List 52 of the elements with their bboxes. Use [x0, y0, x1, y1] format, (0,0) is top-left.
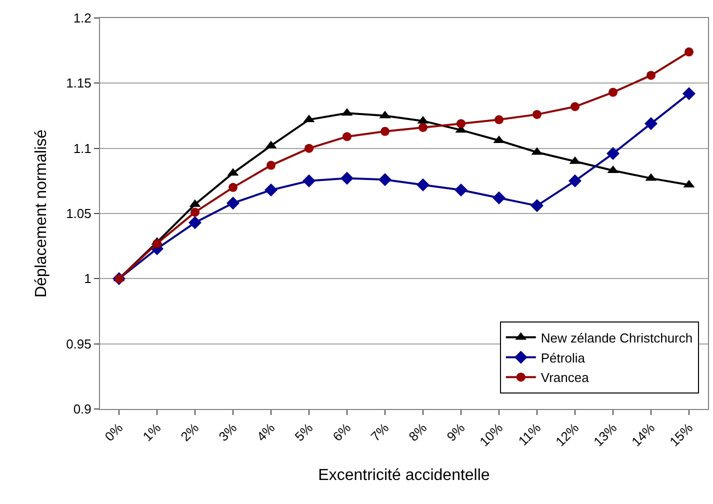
- x-tick-label: 1%: [140, 420, 164, 444]
- point: [570, 102, 580, 112]
- point: [342, 132, 352, 142]
- point: [608, 88, 618, 97]
- point: [188, 216, 202, 230]
- point: [684, 47, 694, 56]
- x-tick-label: 4%: [254, 420, 278, 444]
- point: [416, 178, 430, 192]
- legend-label: Vrancea: [540, 370, 590, 386]
- x-tick-label: 5%: [292, 420, 316, 444]
- x-tick-label: 6%: [330, 420, 354, 444]
- y-tick-label: 1.05: [66, 206, 92, 222]
- point: [454, 184, 468, 197]
- point: [266, 160, 276, 170]
- point: [264, 184, 278, 197]
- point: [532, 110, 542, 119]
- point: [646, 70, 656, 80]
- x-axis-title: Excentricité accidentelle: [318, 466, 490, 484]
- x-tick-label: 0%: [102, 420, 126, 444]
- point: [226, 196, 240, 210]
- point: [302, 174, 316, 188]
- point: [378, 173, 392, 186]
- x-tick-label: 9%: [444, 420, 468, 444]
- point: [456, 119, 466, 128]
- point: [568, 174, 582, 188]
- legend-label: New zélande Christchurch: [540, 330, 693, 346]
- point: [682, 87, 696, 100]
- point: [530, 199, 544, 212]
- y-tick-label: 1.1: [73, 140, 92, 156]
- y-tick-label: 0.9: [73, 402, 92, 417]
- x-tick-label: 7%: [368, 420, 392, 444]
- point: [380, 126, 390, 136]
- point: [606, 147, 620, 160]
- point: [340, 172, 354, 185]
- x-tick-label: 8%: [406, 420, 430, 444]
- y-tick-label: 1: [84, 271, 92, 286]
- x-tick-label: 11%: [515, 420, 544, 449]
- point: [304, 144, 314, 153]
- point: [494, 115, 504, 124]
- point: [228, 182, 238, 192]
- y-tick-label: 1.15: [66, 76, 92, 91]
- x-tick-label: 3%: [216, 420, 240, 444]
- y-tick-label: 0.95: [66, 336, 92, 352]
- legend-label: Pétrolia: [540, 350, 586, 366]
- point: [152, 238, 162, 248]
- point: [418, 122, 428, 132]
- point: [644, 117, 658, 130]
- point: [492, 191, 506, 204]
- y-tick-label: 1.2: [73, 10, 92, 26]
- point: [190, 208, 200, 217]
- x-tick-label: 2%: [178, 420, 202, 444]
- y-axis-title: Déplacement normalisé: [32, 129, 50, 298]
